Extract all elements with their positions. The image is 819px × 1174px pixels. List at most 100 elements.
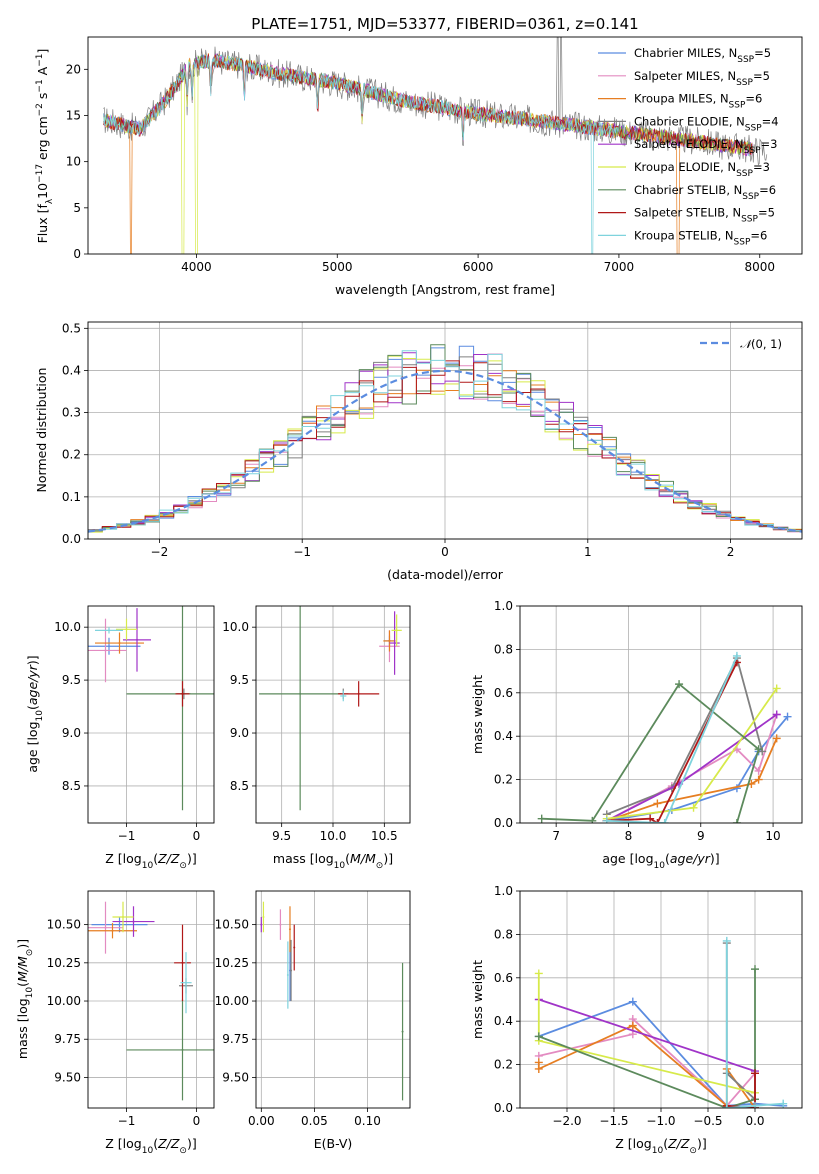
label-part: SSP (745, 123, 762, 133)
x-tick-label: 9 (697, 829, 705, 843)
plus-marker (754, 775, 763, 784)
y-tick-label: 9.0 (230, 726, 249, 740)
weight-line (725, 940, 784, 1108)
plus-marker (722, 1104, 731, 1108)
massweight-vs-metallicity-panel: −2.0 −1.5 −1.0 −0.5 0.0 0.0 0.2 0.4 0.6 0.8 1.0 Z [… (470, 884, 803, 1156)
x-tick-label: 8 (625, 829, 633, 843)
legend-label: Kroupa MILES, NSSP=6 (634, 92, 762, 111)
y-tick-label: 9.75 (222, 1032, 249, 1046)
plus-marker (628, 1021, 637, 1030)
label-part: =3 (761, 137, 778, 151)
label-part: age [log (602, 851, 653, 866)
label-part: −17 (35, 164, 45, 183)
label-part: −2 (35, 103, 45, 116)
gaussian-curve (88, 369, 802, 533)
weight-line (541, 682, 760, 823)
y-tick-label: 10.50 (47, 918, 81, 932)
label-part: Z [log (105, 1136, 141, 1151)
label-part: ( (665, 851, 670, 866)
plot-area (88, 901, 214, 1101)
plus-marker (722, 936, 731, 945)
label-part: −1 (35, 79, 45, 92)
label-part: ( (15, 982, 30, 987)
data-point (260, 923, 263, 926)
label-part: SSP (736, 78, 753, 88)
y-axis-label: age [log10(age/yr)] (25, 655, 45, 772)
plus-marker (628, 997, 637, 1006)
data-point (108, 645, 110, 648)
data-point (395, 629, 398, 632)
label-part: Kroupa MILES, N (634, 92, 729, 106)
label-part: Salpeter MILES, N (634, 69, 736, 83)
y-tick-label: 10.25 (215, 956, 249, 970)
plus-marker (660, 819, 669, 823)
y-tick-label: 10.00 (47, 994, 81, 1008)
plot-area (259, 606, 402, 811)
x-tick-label: 0 (193, 829, 201, 843)
label-part: s (35, 93, 50, 104)
axes-frame (87, 605, 215, 824)
legend-label: Chabrier ELODIE, NSSP=4 (634, 114, 779, 133)
label-part: Salpeter ELODIE, N (634, 137, 744, 151)
plus-marker (783, 712, 792, 721)
legend-label: Kroupa ELODIE, NSSP=3 (634, 160, 770, 179)
label-part: ⊙ (689, 1146, 697, 1156)
plus-marker (751, 1101, 759, 1108)
data-point (122, 915, 124, 918)
label-part: =5 (758, 206, 775, 220)
data-point (401, 1030, 404, 1033)
data-point (111, 929, 114, 932)
spectrum-line (103, 54, 620, 254)
label-part: Chabrier MILES, N (634, 46, 737, 60)
x-tick-label: −0.5 (693, 1114, 722, 1128)
plus-marker (675, 680, 684, 689)
axes-frame (255, 890, 411, 1109)
weight-line (606, 655, 738, 823)
plus-marker (646, 814, 655, 823)
label-part: )] (187, 1136, 197, 1151)
label-part: SSP (737, 55, 754, 65)
spectrum-line (103, 37, 768, 166)
y-tick-label: 0.1 (62, 490, 81, 504)
label-part: Chabrier ELODIE, N (634, 114, 745, 128)
residuals-panel: −2 −1 0 1 2 0.0 0.1 0.2 0.3 0.4 0.5 (data-model)/er… (34, 321, 803, 582)
data-point (104, 649, 107, 652)
label-part: mass [log (273, 851, 334, 866)
x-tick-label: 8000 (744, 260, 775, 274)
data-point (290, 969, 293, 972)
label-part: )] (25, 655, 40, 665)
x-tick-label: 0.00 (248, 1114, 275, 1128)
plus-marker (772, 734, 781, 743)
plus-marker (602, 816, 611, 823)
x-tick-label: −2 (151, 545, 169, 559)
plus-marker (779, 1099, 788, 1108)
y-tick-label: 0.0 (494, 816, 513, 830)
x-axis-label: age [log10(age/yr)] (602, 851, 719, 871)
x-axis-label: Z [log10(Z/Z⊙)] (105, 1136, 196, 1156)
data-point (262, 915, 265, 918)
y-axis-label: mass weight (470, 960, 485, 1039)
legend-label: Salpeter ELODIE, NSSP=3 (634, 137, 777, 156)
label-part: Kroupa ELODIE, N (634, 160, 736, 174)
x-tick-label: −1 (118, 829, 136, 843)
label-part: SSP (744, 146, 761, 156)
label-part: A (35, 66, 50, 79)
data-point (132, 920, 135, 923)
y-tick-label: 10.25 (47, 956, 81, 970)
label-part: Z/Z (157, 851, 180, 866)
data-point (185, 981, 187, 984)
plus-marker (772, 710, 781, 719)
x-tick-label: 7 (552, 829, 560, 843)
label-part: Salpeter STELIB, N (634, 206, 741, 220)
x-tick-label: 0.0 (745, 1114, 764, 1128)
x-axis-label: Z [log10(Z/Z⊙)] (615, 1136, 706, 1156)
label-part: SSP (736, 169, 753, 179)
x-tick-label: 10.5 (371, 829, 398, 843)
data-point (279, 923, 282, 926)
x-tick-label: 10.0 (320, 829, 347, 843)
data-point (388, 639, 391, 642)
data-point (342, 694, 345, 697)
y-tick-label: 1.0 (494, 884, 513, 898)
